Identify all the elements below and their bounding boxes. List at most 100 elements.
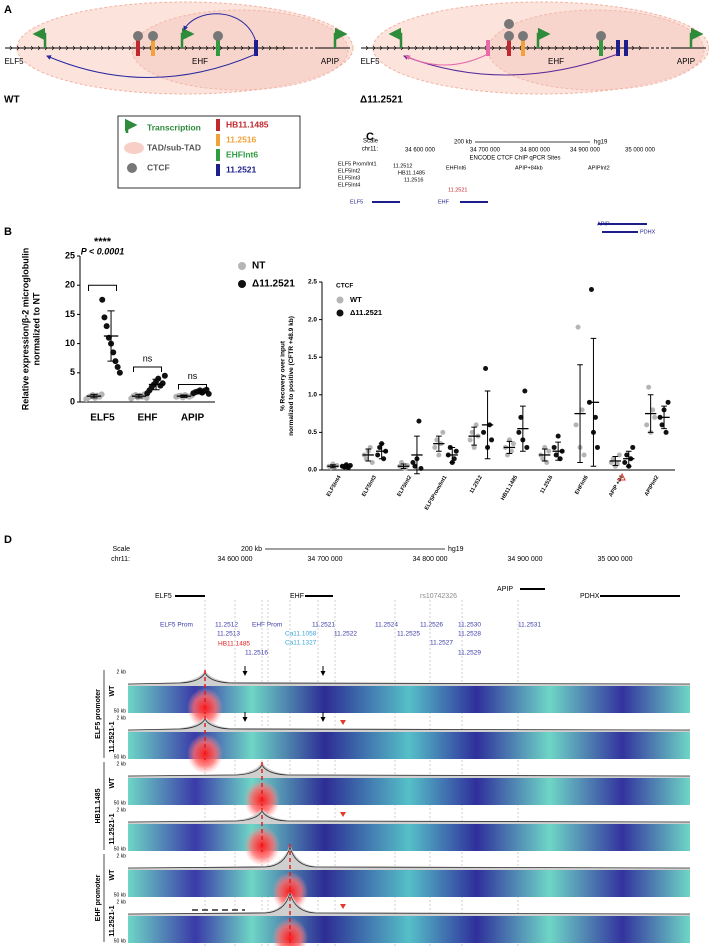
strand-tick <box>191 45 195 51</box>
strand-tick <box>51 45 55 51</box>
strand-tick <box>156 45 160 51</box>
gene-label: ELF5 <box>155 593 172 600</box>
legend-marker <box>238 262 246 270</box>
site-label: EHF Prom <box>252 622 282 629</box>
data-point <box>467 437 473 443</box>
gene-label: APIP <box>497 586 513 593</box>
data-point <box>508 448 514 454</box>
strand-tick <box>603 45 607 51</box>
y-tick-label: 2.0 <box>308 316 317 323</box>
y-tick-label: 20 <box>65 280 75 290</box>
error-bar <box>107 310 115 362</box>
strand-tick <box>268 45 272 51</box>
data-point <box>644 422 650 428</box>
significance: ns <box>188 371 198 381</box>
gene-label: EHF <box>438 199 450 205</box>
strand-tick <box>107 45 111 51</box>
panel-label: C <box>366 131 374 143</box>
site-label: 11.2527 <box>430 640 453 647</box>
transcription <box>689 27 704 48</box>
strand-tick <box>37 45 41 51</box>
strand-tick <box>442 45 446 51</box>
x-tick-label: ELF5 <box>90 413 115 424</box>
site-label: 11.2526 <box>420 622 443 629</box>
data-point <box>622 459 628 465</box>
site-label: APIPInt2 <box>588 165 610 171</box>
y-tick-label: 25 <box>65 250 75 260</box>
strand-tick <box>449 45 453 51</box>
site-label: Ca11.1327 <box>285 640 317 647</box>
site-label: HB11.1485 <box>398 170 425 176</box>
data-point <box>99 296 106 303</box>
legend-label: TAD/sub-TAD <box>147 142 201 152</box>
site-label: Ca11.1058 <box>285 631 317 638</box>
strand-tick <box>247 45 251 51</box>
strand-tick <box>421 45 425 51</box>
ctcf <box>133 31 143 41</box>
site-label: 11.2531 <box>518 622 541 629</box>
data-point <box>481 429 487 435</box>
strand-tick <box>114 45 118 51</box>
strand-tick <box>240 45 244 51</box>
y-tick-label: 15 <box>65 309 75 319</box>
legend-swatch <box>216 134 220 146</box>
x-tick-label: EHFInt6 <box>574 475 590 496</box>
strand-tick <box>393 45 397 51</box>
strand-tick <box>23 45 27 51</box>
y-axis-title: % Recovery over input <box>280 340 287 411</box>
site-label: EHFInt6 <box>446 165 466 171</box>
x-tick-label: 11.2516 <box>539 475 554 495</box>
strand-tick <box>610 45 614 51</box>
label: hg19 <box>594 140 608 146</box>
condition-label: WT <box>4 95 20 106</box>
element <box>599 40 603 56</box>
data-point <box>652 414 658 420</box>
legend-label: EHFInt6 <box>226 149 258 159</box>
data-point <box>592 414 598 420</box>
strand-tick <box>533 45 537 51</box>
signal-band <box>128 808 690 824</box>
y-axis-title: normalized to positive (CFTR +48.9 kb) <box>288 316 295 436</box>
scale-label: 2 kb <box>117 761 127 767</box>
legend-swatch <box>127 163 137 173</box>
data-point <box>522 388 528 394</box>
error-bar <box>436 435 442 452</box>
site-label: ELF5 Prom <box>160 622 193 629</box>
data-point <box>469 429 475 435</box>
strand-tick <box>170 45 174 51</box>
scale-label: 50 kb <box>114 938 126 944</box>
error-bar <box>625 450 632 467</box>
deletion-marker <box>340 812 346 817</box>
marker-triangle <box>618 472 626 481</box>
label: ENCODE CTCF ChIP qPCR Sites <box>470 156 561 162</box>
scale-label: 50 kb <box>114 846 126 852</box>
legend-marker <box>336 296 344 304</box>
signal-band <box>128 716 690 732</box>
y-tick-label: 2.5 <box>308 279 317 286</box>
site-label: 11.2516 <box>404 177 423 183</box>
x-tick-label: APIPInt2 <box>644 475 661 498</box>
data-point <box>432 444 438 450</box>
panel-label: D <box>4 534 12 546</box>
site-label: 11.2512 <box>393 163 412 169</box>
data-point <box>377 444 383 450</box>
error-bar <box>612 455 619 466</box>
ctcf <box>213 31 223 41</box>
strand-tick <box>128 45 132 51</box>
strand-tick <box>142 45 146 51</box>
transcription <box>32 27 47 48</box>
gene-label: ELF5 <box>350 199 363 205</box>
data-point <box>159 380 166 387</box>
legend-label: NT <box>252 261 265 272</box>
label: 34 700 000 <box>470 148 501 154</box>
ctcf <box>504 31 514 41</box>
data-point <box>453 448 459 454</box>
x-tick-label: ELF5Int4 <box>326 474 343 498</box>
legend-swatch <box>124 142 144 154</box>
element <box>486 40 490 56</box>
y-tick-label: 0 <box>70 396 75 406</box>
site-label: 11.2521 <box>448 187 467 193</box>
error-bar <box>90 393 98 399</box>
label: 200 kb <box>454 140 473 146</box>
data-point <box>440 429 446 435</box>
